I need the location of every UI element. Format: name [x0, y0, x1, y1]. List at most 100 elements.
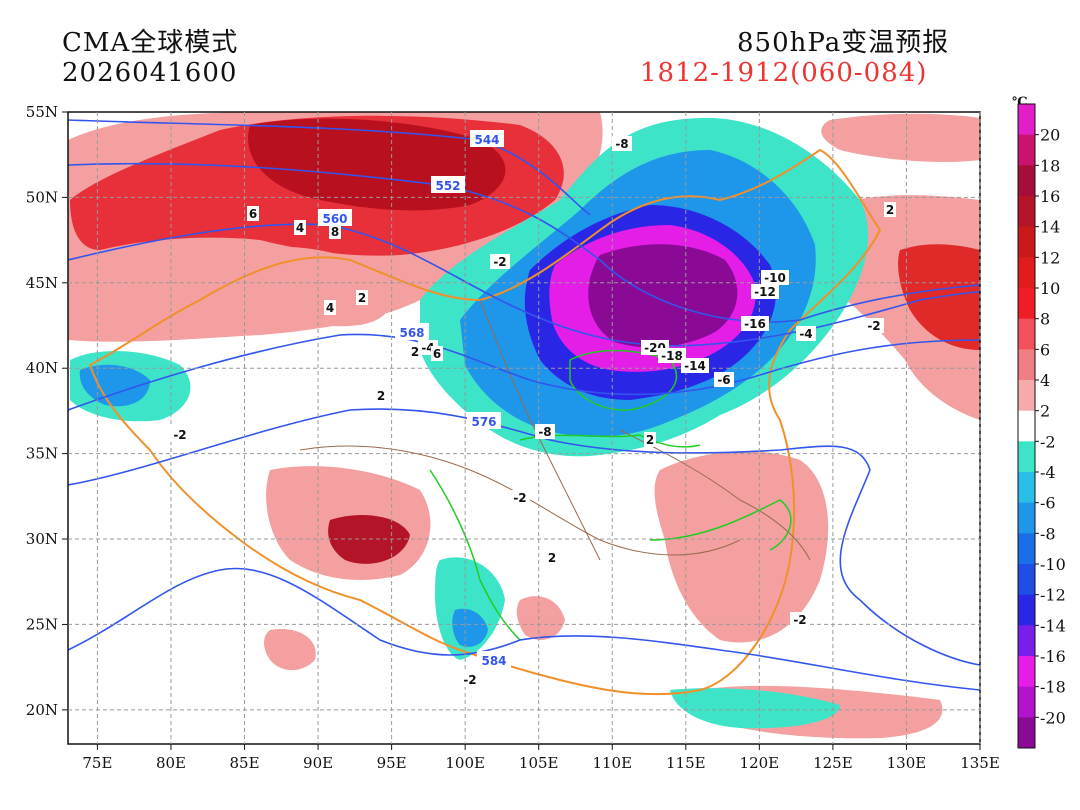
height-contour-label: 552 [431, 176, 465, 193]
colorbar-tick-label: 4 [1040, 371, 1050, 390]
river [429, 469, 521, 641]
temperature-contour-label: -4 [796, 326, 816, 341]
temperature-contour-value: -2 [513, 491, 526, 505]
temperature-contour-label: 8 [329, 224, 341, 239]
colorbar-swatch [1018, 226, 1035, 258]
warm-area-southeast [654, 451, 829, 643]
temperature-contour-value: 2 [886, 203, 894, 217]
temperature-contour-label: -14 [681, 358, 709, 373]
temperature-contour-label: -2 [170, 427, 190, 442]
colorbar-tick-label: 14 [1040, 218, 1060, 237]
height-contours [68, 119, 980, 691]
province-border [479, 299, 601, 561]
colorbar-tick-label: -2 [1040, 432, 1056, 451]
colorbar-swatch [1018, 625, 1035, 657]
temperature-contour-value: 4 [296, 221, 304, 235]
lon-tick-label: 125E [813, 754, 853, 772]
temperature-contour-value: -8 [538, 425, 551, 439]
colorbar-tick-label: 18 [1040, 156, 1060, 175]
colorbar-tick-label: 16 [1040, 187, 1060, 206]
province-border [299, 445, 741, 556]
colorbar-swatch [1018, 410, 1035, 442]
colorbar-swatch [1018, 502, 1035, 534]
height-contour-576 [68, 408, 980, 666]
height-contour-value: 544 [474, 133, 499, 147]
temperature-contour-label: -10 [761, 270, 789, 285]
temperature-contour-label: 2 [356, 290, 368, 305]
temperature-contour-value: 6 [433, 347, 441, 361]
temperature-contour-label: -16 [741, 316, 769, 331]
temperature-contour-value: -2 [867, 319, 880, 333]
temperature-contour-value: 2 [411, 345, 419, 359]
temperature-contour-value: -4 [799, 327, 812, 341]
temperature-contour-label: 2 [644, 432, 656, 447]
river [649, 499, 792, 551]
height-contour-labels: 544 552 560 568 576 584 [318, 130, 511, 668]
height-contour-568 [68, 333, 980, 411]
colorbar-tick-label: -14 [1040, 616, 1066, 635]
lon-tick-label: 105E [519, 754, 559, 772]
height-contour-label: 568 [395, 323, 429, 340]
temperature-contour-label: -2 [864, 318, 884, 333]
colorbar-tick-label: -20 [1040, 708, 1066, 727]
temperature-contour-label: 4 [324, 300, 336, 315]
colorbar-swatch [1018, 196, 1035, 228]
height-contour-552 [68, 162, 980, 323]
cold-area-south-sea [670, 688, 840, 729]
height-contour-label: 576 [467, 412, 501, 429]
colorbar: ℃ 2018161412108642-2-4-6-8-10-12-14-16-1… [1012, 95, 1066, 749]
lon-tick-label: 110E [592, 754, 632, 772]
temperature-contour-value: 8 [331, 225, 339, 239]
colorbar-frame [1017, 103, 1036, 749]
height-contour-544 [68, 119, 591, 216]
lat-tick-label: 35N [26, 445, 58, 463]
temperature-contour-value: -14 [684, 359, 706, 373]
lon-tick-label: 75E [82, 754, 112, 772]
colorbar-tick-label: 2 [1040, 402, 1050, 421]
lat-tick-label: 30N [26, 530, 58, 548]
temperature-contour-label: -2 [510, 490, 530, 505]
temperature-contour-labels: -864 8-22-10-12-16-4-2-46 -20-18-14-62-2 -8… [170, 136, 896, 687]
colorbar-tick-label: -6 [1040, 494, 1056, 513]
colorbar-tick-label: -12 [1040, 586, 1066, 605]
colorbar-swatch [1018, 533, 1035, 565]
axis-labels: 75E 80E 85E 90E 95E 100E 105E 110E 115E 120E 125E 1… [26, 103, 1000, 772]
temperature-contour-label: -8 [612, 136, 632, 151]
colorbar-swatch [1018, 288, 1035, 320]
temperature-contour-label: 2 [546, 550, 558, 565]
height-contour-label: 544 [470, 130, 504, 147]
temperature-contour-value: -12 [754, 285, 776, 299]
lon-tick-label: 90E [303, 754, 333, 772]
temperature-contour-value: -6 [717, 373, 730, 387]
boundaries [88, 148, 882, 696]
colorbar-swatch [1018, 257, 1035, 289]
product-title: 850hPa变温预报 [737, 28, 950, 58]
colorbar-tick-label: -8 [1040, 524, 1056, 543]
colorbar-swatch [1018, 134, 1035, 166]
temperature-contour-label: -6 [714, 372, 734, 387]
valid-window-label: 1812-1912(060-084) [640, 58, 928, 88]
colorbar-swatch [1018, 472, 1035, 504]
warm-area-northeast [821, 113, 980, 162]
temperature-contour-value: 2 [358, 291, 366, 305]
temperature-contour-value: -2 [173, 428, 186, 442]
colorbar-tick-label: 6 [1040, 340, 1050, 359]
temperature-contour-label: -2 [790, 612, 810, 627]
height-contour-label: 560 [318, 209, 352, 226]
temperature-contour-value: 2 [548, 551, 556, 565]
colorbar-tick-label: -18 [1040, 678, 1066, 697]
temperature-contour-label: -2 [460, 672, 480, 687]
temperature-contour-label: -2 [490, 254, 510, 269]
colorbar-swatch [1018, 594, 1035, 626]
colorbar-tick-label: 10 [1040, 279, 1060, 298]
lat-tick-label: 25N [26, 615, 58, 633]
temperature-contour-label: 2 [409, 344, 421, 359]
lon-tick-label: 115E [666, 754, 706, 772]
colorbar-swatch [1018, 564, 1035, 596]
lon-tick-label: 95E [377, 754, 407, 772]
temperature-contour-label: 6 [431, 346, 443, 361]
colorbar-tick-label: -10 [1040, 555, 1066, 574]
colorbar-swatch [1018, 441, 1035, 473]
height-contour-560 [68, 223, 980, 347]
